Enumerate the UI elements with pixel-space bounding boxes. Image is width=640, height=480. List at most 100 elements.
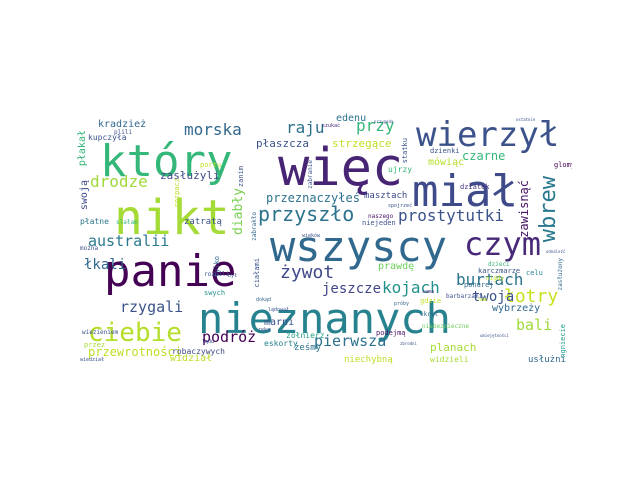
word: wiedział: [80, 357, 105, 363]
word: kradzież: [98, 119, 147, 130]
word: niebezpieczne: [422, 323, 469, 330]
word: przyszło: [258, 202, 355, 226]
word: widział: [170, 353, 213, 364]
word: nieznanych: [198, 294, 451, 343]
word: dzieci: [488, 261, 510, 268]
word: prawdę: [378, 261, 415, 272]
word: miał: [412, 166, 518, 217]
word: próby: [394, 301, 410, 307]
word: jeszcze: [322, 281, 382, 297]
word: zasłużony: [557, 258, 564, 291]
word: przez: [84, 341, 106, 349]
word: ostatnie: [516, 117, 536, 122]
word: przy: [356, 116, 395, 135]
word: można: [80, 245, 99, 252]
word: ngniecie: [559, 324, 567, 358]
word: strzegące: [332, 137, 392, 150]
word: spojrzeć: [388, 203, 413, 209]
word: nam: [478, 297, 488, 303]
word: mówiąc: [428, 157, 465, 168]
word: planach: [430, 341, 477, 354]
word: podejmą: [376, 329, 406, 337]
word: raju: [286, 118, 325, 137]
word: niejeden: [362, 219, 396, 227]
word: żeśmy: [294, 343, 322, 353]
word: płaszcza: [256, 137, 309, 150]
word: swoją: [79, 180, 90, 211]
word: celu: [526, 269, 543, 277]
word: płatne: [80, 217, 109, 226]
word: edenu: [336, 113, 367, 124]
word: zanim: [237, 166, 245, 188]
word-cloud: więc nikt który panie miał wszyscy niezn…: [76, 112, 572, 372]
word: zawisnąć: [517, 180, 531, 238]
word: eskorty: [264, 339, 298, 348]
word: był: [228, 273, 238, 279]
word: wierzył: [416, 115, 560, 155]
word: ujrzy: [388, 165, 413, 174]
word: zbrodni: [400, 341, 417, 346]
word: masztach: [364, 191, 408, 201]
word: burtach: [456, 270, 524, 289]
word: ciebie: [88, 318, 182, 348]
word: plili: [114, 129, 133, 136]
word: wbrew: [536, 176, 561, 243]
word: bali: [516, 316, 553, 334]
word: zasłużyli: [160, 169, 220, 182]
word: łkali: [84, 257, 127, 273]
word: naszego: [368, 213, 394, 220]
word: swych: [204, 289, 226, 297]
word: usłużni: [528, 355, 566, 365]
word: gdzie: [420, 297, 442, 305]
word: twoja: [472, 289, 515, 305]
word: morska: [184, 120, 242, 139]
word: dzienki: [430, 147, 460, 155]
word: niechybną: [344, 355, 393, 365]
word: glomy: [554, 161, 572, 169]
word: zatratą: [184, 217, 222, 227]
word: przygoda: [374, 119, 394, 124]
word: łotry: [504, 286, 559, 307]
word: wybrzeży: [492, 303, 541, 314]
word: marni: [264, 317, 295, 328]
word: odnaleźć: [546, 249, 566, 254]
word: panie: [104, 246, 237, 297]
word: nikt: [114, 190, 230, 246]
word: czarne: [462, 149, 506, 163]
word: wiezieniem: [82, 329, 119, 336]
word: okręt: [420, 311, 439, 318]
word: lądował: [268, 307, 290, 313]
word: wieków: [302, 233, 321, 239]
word: widzieli: [430, 355, 469, 364]
word: kojach: [382, 278, 440, 297]
word: statku: [401, 138, 409, 164]
word: portu: [200, 161, 222, 169]
word: ponurej: [464, 281, 494, 289]
word: slałam: [116, 219, 138, 226]
word: robaczywych: [172, 347, 225, 356]
word: rozpacz: [173, 178, 181, 208]
word: szukać: [322, 123, 341, 129]
word: zabrakło: [251, 212, 258, 241]
word: dokąd: [256, 297, 272, 303]
word: przeznaczyłeś: [266, 191, 360, 205]
word: australii: [88, 232, 170, 250]
word: więc: [278, 138, 404, 198]
word: sama: [422, 289, 435, 295]
word: żywot: [280, 262, 335, 283]
word: barbarzami: [446, 293, 483, 300]
word: czym: [464, 225, 542, 263]
word: podróż: [202, 328, 257, 346]
word: nigdy: [486, 275, 505, 282]
word: przewrotności: [88, 345, 182, 359]
word: prostytutki: [398, 206, 504, 225]
word: zabranie: [307, 160, 314, 189]
word: rzygali: [120, 298, 184, 316]
word: wszyscy: [270, 222, 448, 271]
word: ciałami: [253, 258, 261, 288]
word: pierwsza: [314, 332, 387, 350]
word: który: [100, 136, 233, 187]
word: rożnili: [204, 271, 230, 278]
word: żołnierz: [286, 331, 325, 340]
word: umiejętności: [480, 333, 509, 338]
